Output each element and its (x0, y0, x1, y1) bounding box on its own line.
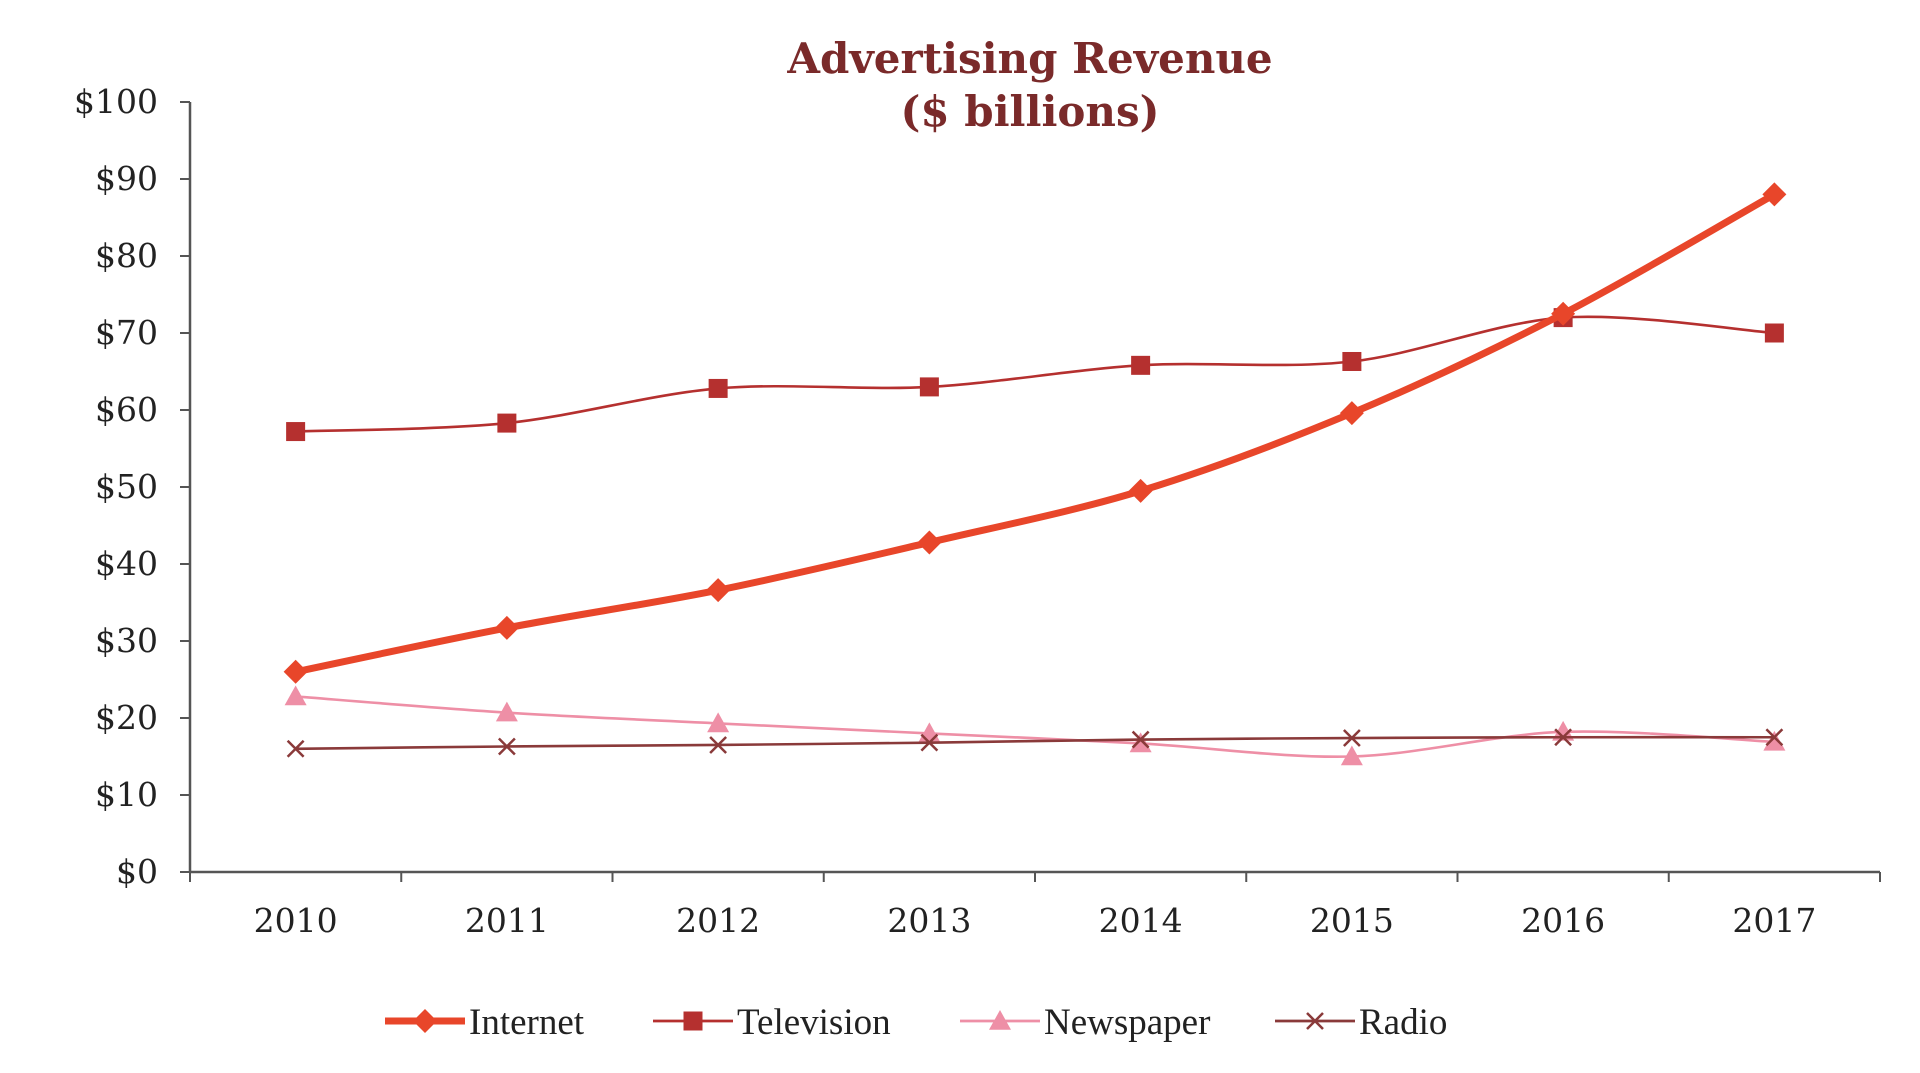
y-tick-label: $40 (95, 544, 158, 583)
x-tick-label: 2017 (1732, 901, 1816, 940)
newspaper-legend-label: Newspaper (1044, 1002, 1210, 1043)
x-tick-label: 2016 (1521, 901, 1605, 940)
legend-item-newspaper: Newspaper (960, 1002, 1210, 1043)
internet-point (1551, 301, 1576, 326)
newspaper-legend-marker (989, 1010, 1011, 1030)
y-tick-label: $80 (95, 236, 158, 275)
newspaper-point (707, 712, 730, 733)
television-line (294, 315, 1776, 433)
television-point (708, 378, 728, 398)
television-legend-marker (683, 1011, 703, 1031)
newspaper-point (1552, 720, 1575, 741)
radio-point (497, 737, 516, 756)
newspaper-point (1763, 730, 1786, 751)
x-tick-label: 2010 (254, 901, 338, 940)
television-point (497, 413, 517, 433)
y-tick-label: $20 (95, 698, 158, 737)
series-radio (286, 728, 1784, 758)
x-tick-label: 2012 (676, 901, 760, 940)
internet-point (1339, 401, 1364, 426)
newspaper-line (294, 695, 1776, 759)
internet-legend-marker (413, 1009, 437, 1033)
y-tick-label: $30 (95, 621, 158, 660)
radio-point (920, 733, 939, 752)
radio-point (1342, 729, 1361, 747)
television-legend-label: Television (737, 1002, 891, 1043)
chart-subtitle: ($ billions) (901, 87, 1160, 136)
x-tick-label: 2011 (465, 901, 549, 940)
axes: $0 $10 $20 $30 $40 $50 $60 $70 $80 $90 $100 2010 201… (74, 82, 1881, 940)
radio-point (1131, 730, 1150, 749)
newspaper-point (1129, 732, 1152, 753)
series-internet (283, 182, 1787, 684)
television-point (919, 377, 939, 397)
legend: Internet Television Newspaper Radio (385, 1002, 1447, 1043)
internet-point (917, 530, 942, 555)
internet-legend-label: Internet (469, 1002, 585, 1043)
x-tick-label: 2015 (1310, 901, 1394, 940)
television-point (1342, 351, 1362, 371)
television-point (286, 422, 306, 442)
radio-legend-marker (1306, 1012, 1324, 1030)
newspaper-point (495, 701, 518, 722)
legend-item-television: Television (653, 1002, 891, 1043)
internet-line (292, 190, 1778, 676)
y-tick-label: $70 (95, 313, 158, 352)
chart-title: Advertising Revenue (786, 34, 1272, 83)
television-point (1131, 355, 1151, 375)
radio-point (1765, 728, 1784, 747)
chart-title-group: Advertising Revenue ($ billions) (786, 34, 1272, 136)
internet-point (706, 578, 731, 603)
x-tick-label: 2014 (1099, 901, 1183, 940)
x-tick-label: 2013 (887, 901, 971, 940)
y-tick-label: $100 (74, 82, 158, 121)
radio-point (709, 736, 728, 754)
newspaper-point (284, 685, 307, 706)
series-newspaper (284, 685, 1786, 766)
y-tick-label: $60 (95, 390, 158, 429)
newspaper-point (1340, 745, 1363, 766)
y-tick-label: $90 (95, 159, 158, 198)
y-tick-label: $50 (95, 467, 158, 506)
y-tick-label: $0 (116, 852, 158, 891)
radio-line (294, 735, 1776, 751)
legend-item-radio: Radio (1275, 1002, 1447, 1043)
series-layer (283, 182, 1787, 766)
internet-point (1762, 182, 1787, 207)
radio-point (286, 739, 305, 758)
radio-point (1554, 728, 1573, 747)
legend-item-internet: Internet (385, 1002, 585, 1043)
y-tick-label: $10 (95, 775, 158, 814)
radio-legend-label: Radio (1359, 1002, 1447, 1043)
series-television (286, 308, 1784, 442)
television-point (1764, 323, 1784, 343)
internet-point (494, 615, 519, 640)
internet-point (1128, 478, 1153, 503)
internet-point (283, 659, 308, 684)
